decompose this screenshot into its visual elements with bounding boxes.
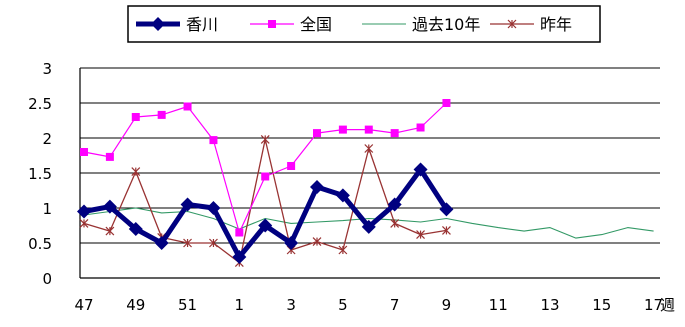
- data-point-marker: [313, 129, 322, 138]
- x-tick-label: 7: [390, 296, 400, 314]
- data-point-marker: [361, 219, 376, 234]
- data-point-marker: [442, 99, 451, 107]
- x-tick-label: 3: [286, 296, 296, 314]
- y-tick-label: 1.5: [28, 165, 52, 183]
- data-point-marker: [390, 218, 400, 228]
- data-point-marker: [287, 162, 296, 170]
- series-group: [77, 99, 654, 268]
- data-point-marker: [128, 222, 143, 236]
- y-tick-label: 2.5: [28, 95, 52, 113]
- legend-item: 全国: [250, 15, 332, 34]
- data-point-marker: [206, 201, 221, 215]
- gridlines: [80, 67, 660, 244]
- data-point-marker: [261, 172, 270, 181]
- series-line: [83, 102, 447, 234]
- data-point-marker: [131, 113, 140, 121]
- data-point-marker: [183, 238, 192, 248]
- series-3: [83, 207, 654, 239]
- y-tick-label: 1: [42, 200, 52, 218]
- data-point-marker: [209, 238, 218, 248]
- data-point-marker: [268, 20, 276, 28]
- data-point-marker: [312, 237, 322, 247]
- x-tick-label: 9: [442, 296, 452, 314]
- x-tick-label: 13: [540, 296, 559, 314]
- x-tick-label: 49: [126, 296, 145, 314]
- legend-item: 過去10年: [362, 15, 480, 34]
- x-tick-label: 1: [235, 296, 245, 314]
- data-point-marker: [335, 188, 350, 203]
- series-2: [80, 99, 451, 237]
- data-point-marker: [364, 144, 374, 153]
- data-point-marker: [413, 162, 428, 177]
- series-line: [83, 167, 449, 260]
- data-point-marker: [416, 230, 425, 240]
- data-point-marker: [79, 218, 89, 228]
- y-tick-label: 0: [42, 270, 52, 288]
- data-point-marker: [105, 152, 114, 161]
- series-4: [79, 134, 451, 268]
- data-point-marker: [154, 236, 169, 250]
- data-point-marker: [102, 199, 117, 214]
- legend-label: 香川: [186, 15, 218, 34]
- x-tick-label: 11: [489, 296, 508, 314]
- data-point-marker: [232, 250, 247, 264]
- data-point-marker: [80, 148, 88, 156]
- data-point-marker: [338, 125, 347, 134]
- data-point-marker: [507, 19, 517, 29]
- x-tick-label: 17: [644, 296, 663, 314]
- data-point-marker: [338, 245, 348, 255]
- legend-item: 香川: [136, 15, 218, 34]
- x-axis-unit-label: 週: [660, 296, 675, 314]
- y-tick-label: 2: [42, 130, 52, 148]
- data-point-marker: [157, 110, 166, 119]
- data-point-marker: [364, 125, 373, 134]
- legend: 香川 全国 過去10年 昨年: [136, 15, 572, 34]
- legend-label: 昨年: [540, 15, 572, 34]
- legend-label: 全国: [300, 15, 332, 34]
- x-tick-label: 5: [338, 296, 348, 314]
- legend-item: 昨年: [490, 15, 572, 34]
- data-point-marker: [260, 134, 270, 144]
- data-point-marker: [258, 218, 273, 233]
- data-point-marker: [390, 129, 399, 138]
- x-tick-label: 51: [178, 296, 197, 314]
- data-point-marker: [77, 204, 91, 219]
- legend-label: 過去10年: [412, 15, 480, 34]
- series-line: [83, 207, 654, 239]
- data-point-marker: [151, 17, 165, 31]
- data-point-marker: [105, 226, 115, 236]
- data-point-marker: [284, 236, 299, 250]
- data-point-marker: [183, 102, 192, 111]
- data-point-marker: [235, 228, 244, 237]
- data-point-marker: [442, 225, 451, 235]
- data-point-marker: [439, 202, 454, 217]
- data-point-marker: [310, 180, 325, 194]
- series-1: [77, 162, 454, 264]
- data-point-marker: [209, 136, 218, 145]
- y-tick-label: 3: [42, 60, 52, 78]
- data-point-marker: [131, 167, 141, 177]
- data-point-marker: [180, 197, 195, 212]
- data-point-marker: [416, 123, 425, 132]
- x-tick-label: 15: [592, 296, 611, 314]
- y-tick-label: 0.5: [28, 235, 52, 253]
- data-point-marker: [387, 197, 402, 212]
- x-tick-label: 47: [74, 296, 93, 314]
